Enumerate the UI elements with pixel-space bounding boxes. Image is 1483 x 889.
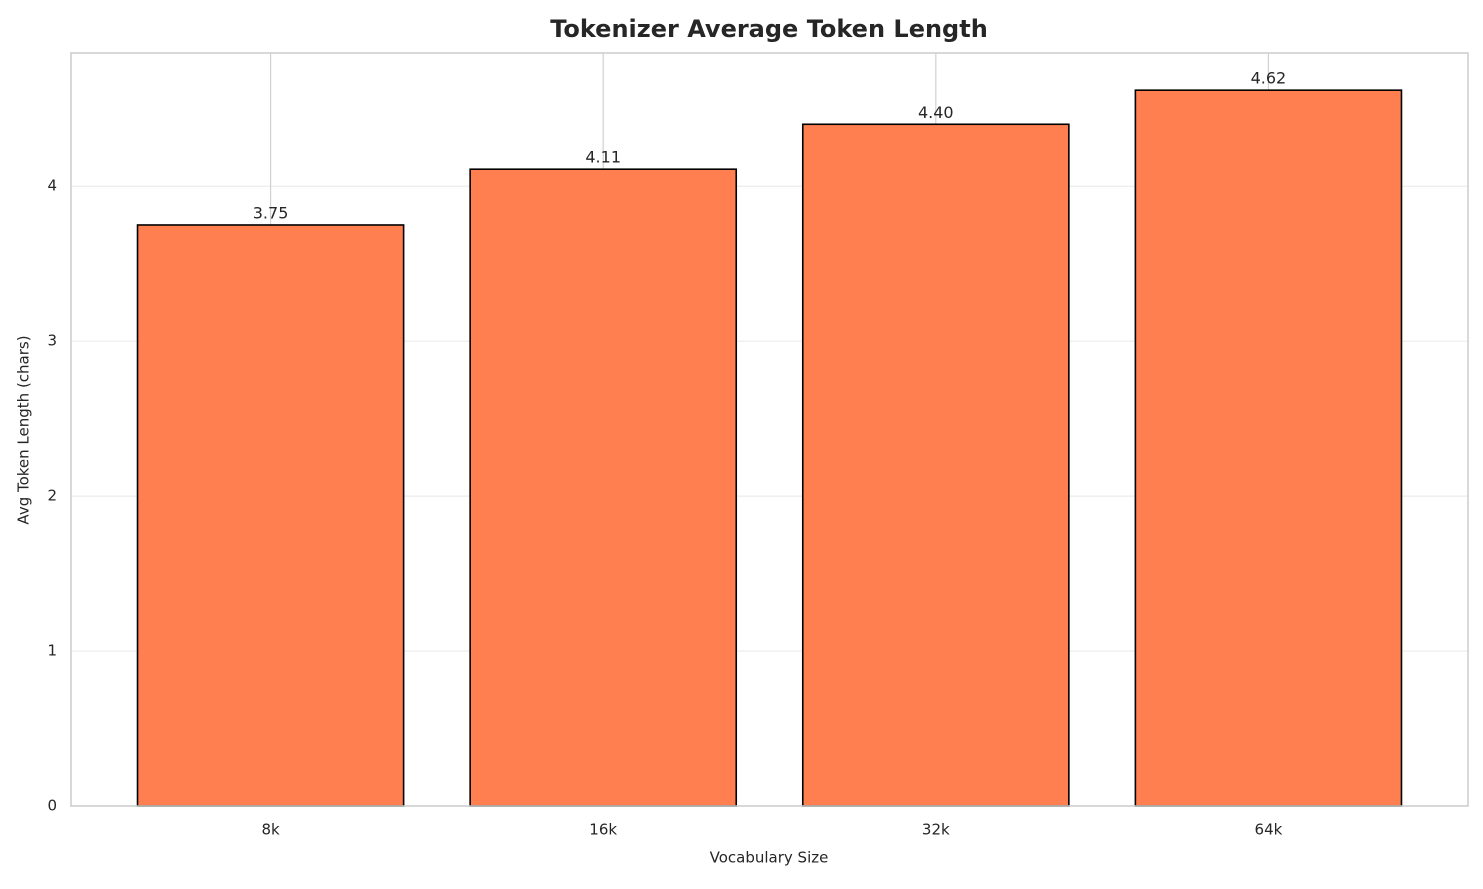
x-tick-label: 64k bbox=[1255, 821, 1283, 839]
value-label: 4.11 bbox=[585, 148, 621, 167]
bar bbox=[469, 168, 738, 807]
bar bbox=[136, 224, 405, 807]
bar bbox=[801, 123, 1070, 807]
y-tick-label: 3 bbox=[47, 332, 57, 350]
x-tick-label: 8k bbox=[261, 821, 280, 839]
chart-title: Tokenizer Average Token Length bbox=[550, 15, 988, 43]
x-tick-label: 16k bbox=[589, 821, 617, 839]
y-tick-label: 2 bbox=[47, 487, 57, 505]
value-label: 4.62 bbox=[1251, 69, 1287, 88]
x-tick-label: 32k bbox=[922, 821, 950, 839]
x-axis-label: Vocabulary Size bbox=[710, 849, 829, 867]
value-label: 3.75 bbox=[253, 203, 289, 222]
plot-frame bbox=[70, 52, 1469, 807]
y-tick-label: 4 bbox=[47, 177, 57, 195]
bar bbox=[1134, 89, 1403, 807]
y-tick-label: 1 bbox=[47, 642, 57, 660]
value-label: 4.40 bbox=[918, 103, 954, 122]
y-axis-label: Avg Token Length (chars) bbox=[15, 335, 33, 524]
y-tick-label: 0 bbox=[47, 797, 57, 815]
